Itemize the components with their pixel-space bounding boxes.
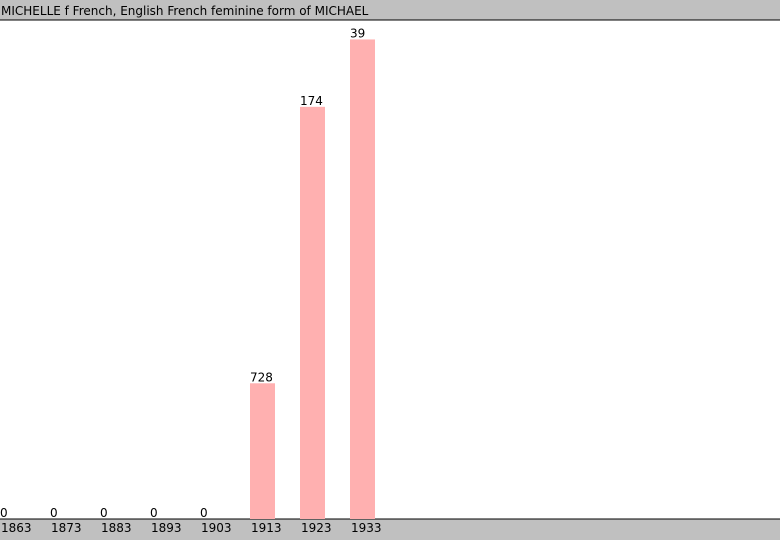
value-label: 0 [150,506,158,520]
value-label: 728 [250,370,273,384]
value-label: 0 [0,506,8,520]
x-tick-label: 1883 [101,521,132,535]
x-tick-label: 1863 [1,521,32,535]
bar [350,39,375,519]
value-label: 0 [200,506,208,520]
chart-title: MICHELLE f French, English French femini… [1,4,369,18]
bar [300,106,325,520]
value-label: 174 [300,94,323,108]
x-tick-label: 1923 [301,521,332,535]
x-tick-label: 1873 [51,521,82,535]
value-label: 39 [350,26,365,40]
x-tick-label: 1933 [351,521,382,535]
x-tick-label: 1893 [151,521,182,535]
value-label: 0 [100,506,108,520]
x-tick-label: 1913 [251,521,282,535]
title-bar [0,0,780,20]
bar [250,383,275,519]
axis-bar [0,519,780,540]
value-label: 0 [50,506,58,520]
x-tick-label: 1903 [201,521,232,535]
